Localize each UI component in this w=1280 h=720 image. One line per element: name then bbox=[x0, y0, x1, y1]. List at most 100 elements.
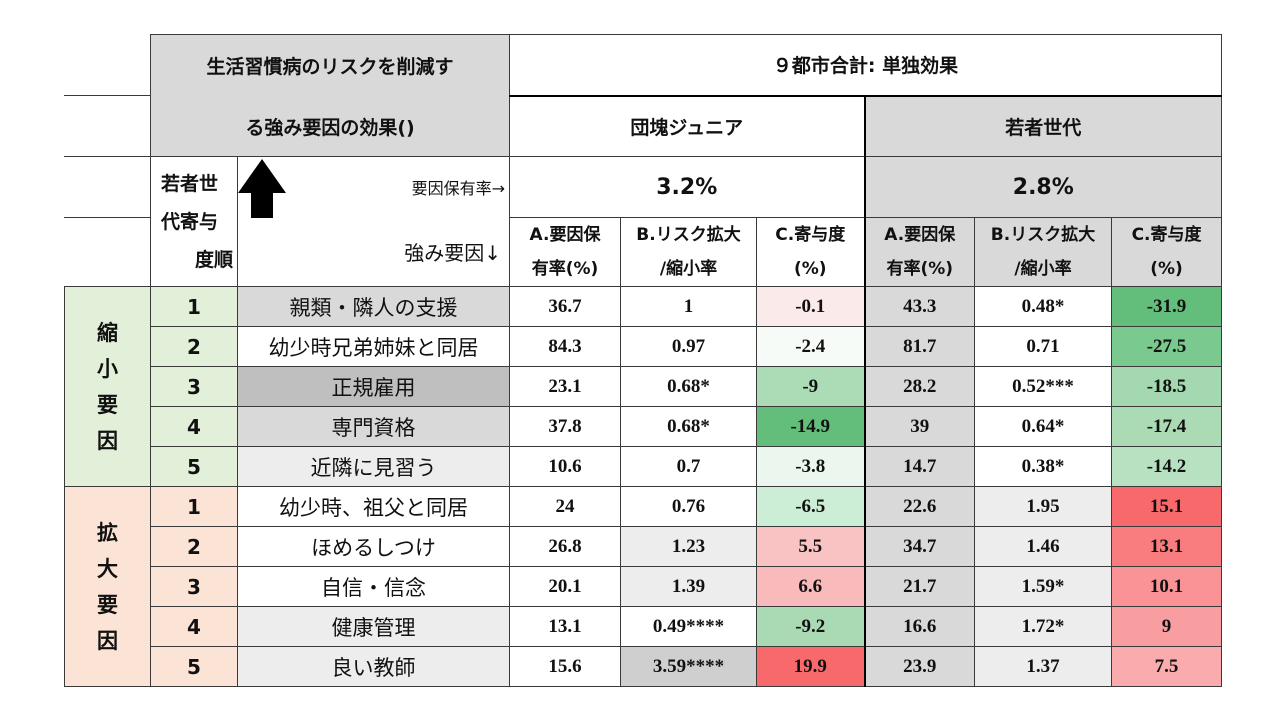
table-row: 4 専門資格 37.8 0.68* -14.9 39 0.64* -17.4 bbox=[65, 406, 1223, 447]
value-cell: 1.23 bbox=[620, 526, 758, 567]
table-row: 2 幼少時兄弟姉妹と同居 84.3 0.97 -2.4 81.7 0.71 -27.5 bbox=[65, 326, 1223, 367]
rank-cell: 2 bbox=[150, 526, 238, 567]
blank-cell bbox=[64, 34, 151, 96]
section-label-char: 要 bbox=[97, 592, 118, 617]
col-header-c1: C.寄与度 (%) bbox=[756, 217, 866, 287]
factor-name: 正規雇用 bbox=[236, 366, 511, 407]
group-name-young-generation: 若者世代 bbox=[863, 94, 1223, 157]
section-label-char: 因 bbox=[97, 628, 118, 653]
section-label-increasing: 拡大要因 bbox=[64, 486, 151, 687]
section-label-char: 小 bbox=[97, 356, 118, 381]
rank-header-line2: 代寄与 bbox=[161, 210, 219, 233]
blank-cell bbox=[64, 217, 151, 287]
value-cell: -17.4 bbox=[1111, 406, 1223, 447]
table-row: 3 正規雇用 23.1 0.68* -9 28.2 0.52*** -18.5 bbox=[65, 366, 1223, 407]
value-cell: -9.2 bbox=[756, 606, 866, 647]
up-arrow-icon bbox=[238, 159, 286, 218]
table-row: 5 良い教師 15.6 3.59**** 19.9 23.9 1.37 7.5 bbox=[65, 646, 1223, 687]
factor-name: 健康管理 bbox=[236, 606, 511, 647]
rate-row-label-cell: 要因保有率→ bbox=[236, 156, 511, 218]
value-cell: 15.6 bbox=[509, 646, 622, 687]
value-cell: 0.64* bbox=[974, 406, 1113, 447]
rank-cell: 5 bbox=[150, 646, 238, 687]
value-cell: 0.38* bbox=[974, 446, 1113, 487]
value-cell: 1 bbox=[620, 286, 758, 327]
rate-row-label: 要因保有率→ bbox=[411, 179, 506, 199]
value-cell: 1.46 bbox=[974, 526, 1113, 567]
value-cell: 21.7 bbox=[863, 566, 976, 607]
table-title-line1: 生活習慣病のリスクを削減す bbox=[149, 34, 511, 96]
table-row: 拡大要因 1 幼少時、祖父と同居 24 0.76 -6.5 22.6 1.95 15.1 bbox=[64, 486, 1223, 687]
value-cell: 0.68* bbox=[620, 406, 758, 447]
table-row: 5 近隣に見習う 10.6 0.7 -3.8 14.7 0.38* -14.2 bbox=[65, 446, 1223, 487]
value-cell: -9 bbox=[756, 366, 866, 407]
value-cell: 13.1 bbox=[509, 606, 622, 647]
value-cell: -2.4 bbox=[756, 326, 866, 367]
section-label-char: 因 bbox=[97, 428, 118, 453]
value-cell: 1.37 bbox=[974, 646, 1113, 687]
value-cell: -14.9 bbox=[756, 406, 866, 447]
value-cell: -0.1 bbox=[756, 286, 866, 327]
rank-cell: 2 bbox=[150, 326, 238, 367]
value-cell: 1.39 bbox=[620, 566, 758, 607]
value-cell: 14.7 bbox=[863, 446, 976, 487]
value-cell: 23.1 bbox=[509, 366, 622, 407]
factor-name: 良い教師 bbox=[236, 646, 511, 687]
col-header-b1: B.リスク拡大/縮小率 bbox=[620, 217, 758, 287]
value-cell: 0.52*** bbox=[974, 366, 1113, 407]
blank-cell bbox=[64, 156, 151, 218]
value-cell: 10.1 bbox=[1111, 566, 1223, 607]
value-cell: 15.1 bbox=[1111, 486, 1223, 527]
factor-name: 近隣に見習う bbox=[236, 446, 511, 487]
value-cell: 1.59* bbox=[974, 566, 1113, 607]
value-cell: 36.7 bbox=[509, 286, 622, 327]
value-cell: 9 bbox=[1111, 606, 1223, 647]
rank-cell: 4 bbox=[150, 606, 238, 647]
value-cell: 0.97 bbox=[620, 326, 758, 367]
value-cell: 81.7 bbox=[863, 326, 976, 367]
value-cell: 37.8 bbox=[509, 406, 622, 447]
value-cell: 84.3 bbox=[509, 326, 622, 367]
factor-name: 自信・信念 bbox=[236, 566, 511, 607]
value-cell: 13.1 bbox=[1111, 526, 1223, 567]
section-label-char: 大 bbox=[97, 556, 118, 581]
main-header: ９都市合計: 単独効果 bbox=[509, 34, 1223, 96]
col-header-c2: C.寄与度 (%) bbox=[1111, 217, 1223, 287]
rank-cell: 3 bbox=[150, 366, 238, 407]
rank-cell: 4 bbox=[150, 406, 238, 447]
col-header-a2: A.要因保 有率(%) bbox=[863, 217, 976, 287]
rank-header-line3: 度順 bbox=[194, 248, 233, 271]
rate-dankai-junior: 3.2% bbox=[509, 156, 866, 218]
value-cell: -27.5 bbox=[1111, 326, 1223, 367]
value-cell: 3.59**** bbox=[620, 646, 758, 687]
col-header-b2: B.リスク拡大/縮小率 bbox=[974, 217, 1113, 287]
table-row: 縮小要因 1 親類・隣人の支援 36.7 1 -0.1 43.3 0.48* -31.9 bbox=[64, 286, 1223, 487]
value-cell: -3.8 bbox=[756, 446, 866, 487]
value-cell: 20.1 bbox=[509, 566, 622, 607]
value-cell: 6.6 bbox=[756, 566, 866, 607]
factor-row-label: 強み要因↓ bbox=[404, 241, 502, 266]
factor-name: 親類・隣人の支援 bbox=[236, 286, 511, 327]
value-cell: 0.71 bbox=[974, 326, 1113, 367]
value-cell: -18.5 bbox=[1111, 366, 1223, 407]
value-cell: 22.6 bbox=[863, 486, 976, 527]
value-cell: 19.9 bbox=[756, 646, 866, 687]
value-cell: 10.6 bbox=[509, 446, 622, 487]
section-label-char: 拡 bbox=[97, 520, 118, 545]
rank-header: 若者世 代寄与 度順 bbox=[150, 156, 238, 287]
factor-name: ほめるしつけ bbox=[236, 526, 511, 567]
value-cell: 0.49**** bbox=[620, 606, 758, 647]
table-row: 3 自信・信念 20.1 1.39 6.6 21.7 1.59* 10.1 bbox=[65, 566, 1223, 607]
value-cell: 23.9 bbox=[863, 646, 976, 687]
rank-cell: 3 bbox=[150, 566, 238, 607]
table-row: 4 健康管理 13.1 0.49**** -9.2 16.6 1.72* 9 bbox=[65, 606, 1223, 647]
table-title-line2: る強み要因の効果() bbox=[149, 95, 511, 157]
factor-name: 幼少時兄弟姉妹と同居 bbox=[236, 326, 511, 367]
rank-cell: 1 bbox=[150, 486, 238, 527]
blank-cell bbox=[64, 95, 151, 157]
strength-factor-table: 生活習慣病のリスクを削減す ９都市合計: 単独効果 る強み要因の効果() 団塊ジ… bbox=[64, 34, 1223, 687]
factor-row-label-cell: 強み要因↓ bbox=[236, 217, 511, 287]
section-label-reducing: 縮小要因 bbox=[64, 286, 151, 487]
value-cell: 26.8 bbox=[509, 526, 622, 567]
value-cell: 34.7 bbox=[863, 526, 976, 567]
